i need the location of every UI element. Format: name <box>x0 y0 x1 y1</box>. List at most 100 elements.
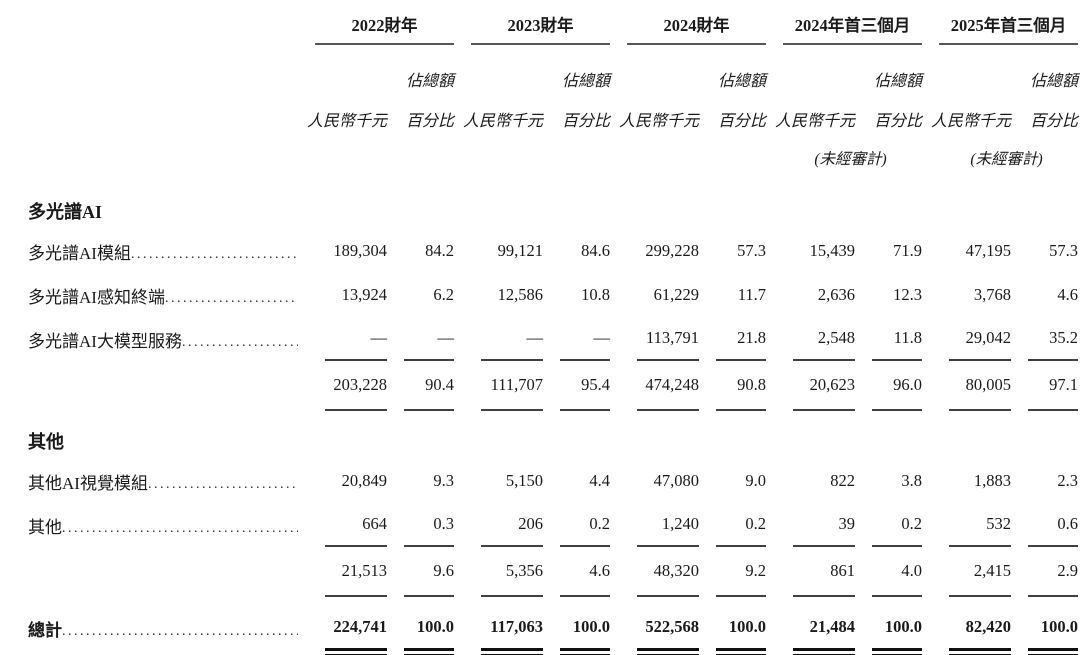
pct-label: 百分比 <box>873 113 922 130</box>
pct-label: 百分比 <box>561 113 610 130</box>
amount-cell: 47,080 <box>653 471 699 490</box>
amount-cell: 48,320 <box>637 547 699 597</box>
unaudited-label: (未經審計) <box>814 151 887 168</box>
total-row: 總計 224,741 100.0 117,063 100.0 522,568 1… <box>28 605 1078 655</box>
unit-label: 人民幣千元 <box>306 113 387 130</box>
unit-label: 人民幣千元 <box>930 113 1011 130</box>
header-row-years: 2022財年 2023財年 2024財年 2024年首三個月 2025年首三個月 <box>28 8 1078 45</box>
pct-cell: 100.0 <box>560 605 610 655</box>
section-header-others: 其他 <box>28 432 64 452</box>
pct-cell: 0.2 <box>560 503 610 547</box>
pct-cell: 97.1 <box>1028 361 1078 411</box>
amount-cell: 1,883 <box>973 471 1011 490</box>
col-year-2025q1: 2025年首三個月 <box>939 12 1078 45</box>
pct-cell: — <box>404 317 454 361</box>
pct-cell: 9.2 <box>716 547 766 597</box>
pct-cell: 2.9 <box>1028 547 1078 597</box>
amount-cell: 2,415 <box>949 547 1011 597</box>
amount-cell: 3,768 <box>973 285 1011 304</box>
header-row-share: 佔總額 佔總額 佔總額 佔總額 佔總額 <box>28 45 1078 91</box>
pct-cell: 0.3 <box>404 503 454 547</box>
pct-cell: 2.3 <box>1057 471 1078 490</box>
amount-cell: 20,623 <box>793 361 855 411</box>
amount-cell: 15,439 <box>809 241 855 260</box>
dot-leader <box>165 291 298 307</box>
table-row: 多光譜AI模組 189,304 84.2 99,121 84.6 299,228… <box>28 229 1078 273</box>
row-label: 其他 <box>28 513 298 538</box>
dot-leader <box>182 335 298 351</box>
header-row-unaudited: (未經審計) (未經審計) <box>28 131 1054 169</box>
col-year-2024q1: 2024年首三個月 <box>783 12 922 45</box>
amount-cell: 664 <box>325 503 387 547</box>
amount-cell: 21,513 <box>325 547 387 597</box>
table-row: 其他AI視覺模組 20,849 9.3 5,150 4.4 47,080 9.0… <box>28 459 1078 503</box>
unit-label: 人民幣千元 <box>774 113 855 130</box>
amount-cell: — <box>325 317 387 361</box>
dot-leader <box>131 247 298 263</box>
amount-cell: 39 <box>793 503 855 547</box>
share-label: 佔總額 <box>873 73 922 90</box>
pct-cell: 35.2 <box>1028 317 1078 361</box>
amount-cell: 47,195 <box>965 241 1011 260</box>
pct-cell: 0.2 <box>872 503 922 547</box>
amount-cell: 206 <box>481 503 543 547</box>
share-label: 佔總額 <box>561 73 610 90</box>
pct-cell: 84.2 <box>425 241 454 260</box>
pct-cell: 71.9 <box>893 241 922 260</box>
pct-cell: 96.0 <box>872 361 922 411</box>
col-year-2022: 2022財年 <box>315 12 454 45</box>
amount-cell: 2,636 <box>817 285 855 304</box>
amount-cell: 99,121 <box>497 241 543 260</box>
pct-cell: 6.2 <box>433 285 454 304</box>
amount-cell: 532 <box>949 503 1011 547</box>
pct-cell: 100.0 <box>716 605 766 655</box>
amount-cell: 5,150 <box>505 471 543 490</box>
pct-cell: 100.0 <box>872 605 922 655</box>
pct-cell: 4.6 <box>1057 285 1078 304</box>
row-label: 總計 <box>28 616 298 641</box>
table-row: 其他 664 0.3 206 0.2 1,240 0.2 39 0.2 532 … <box>28 503 1078 547</box>
amount-cell: 522,568 <box>637 605 699 655</box>
pct-label: 百分比 <box>405 113 454 130</box>
amount-cell: 117,063 <box>481 605 543 655</box>
pct-cell: 100.0 <box>1028 605 1078 655</box>
amount-cell: 29,042 <box>949 317 1011 361</box>
amount-cell: 61,229 <box>653 285 699 304</box>
pct-cell: 9.3 <box>433 471 454 490</box>
amount-cell: 20,849 <box>341 471 387 490</box>
pct-cell: 57.3 <box>737 241 766 260</box>
section-header-multispectral-ai: 多光譜AI <box>28 202 103 222</box>
share-label: 佔總額 <box>1029 73 1078 90</box>
amount-cell: 13,924 <box>341 285 387 304</box>
table-row: 多光譜AI感知終端 13,924 6.2 12,586 10.8 61,229 … <box>28 273 1078 317</box>
pct-label: 百分比 <box>1029 113 1078 130</box>
pct-cell: 90.8 <box>716 361 766 411</box>
row-label: 多光譜AI模組 <box>28 239 298 264</box>
pct-cell: 10.8 <box>581 285 610 304</box>
pct-cell: 0.2 <box>716 503 766 547</box>
amount-cell: 5,356 <box>481 547 543 597</box>
amount-cell: 12,586 <box>497 285 543 304</box>
pct-cell: 100.0 <box>404 605 454 655</box>
amount-cell: 861 <box>793 547 855 597</box>
pct-cell: 90.4 <box>404 361 454 411</box>
subtotal-row: 203,228 90.4 111,707 95.4 474,248 90.8 2… <box>28 361 1078 411</box>
row-label: 多光譜AI大模型服務 <box>28 327 298 352</box>
amount-cell: 189,304 <box>333 241 387 260</box>
dot-leader <box>148 477 298 493</box>
unit-label: 人民幣千元 <box>462 113 543 130</box>
row-label: 多光譜AI感知終端 <box>28 283 298 308</box>
amount-cell: 113,791 <box>637 317 699 361</box>
pct-cell: 9.0 <box>745 471 766 490</box>
subtotal-row: 21,513 9.6 5,356 4.6 48,320 9.2 861 4.0 … <box>28 547 1078 597</box>
pct-cell: 12.3 <box>893 285 922 304</box>
pct-label: 百分比 <box>717 113 766 130</box>
unit-label: 人民幣千元 <box>618 113 699 130</box>
amount-cell: 299,228 <box>645 241 699 260</box>
amount-cell: 80,005 <box>949 361 1011 411</box>
dot-leader <box>62 521 298 537</box>
amount-cell: 203,228 <box>325 361 387 411</box>
pct-cell: 9.6 <box>404 547 454 597</box>
amount-cell: 2,548 <box>793 317 855 361</box>
